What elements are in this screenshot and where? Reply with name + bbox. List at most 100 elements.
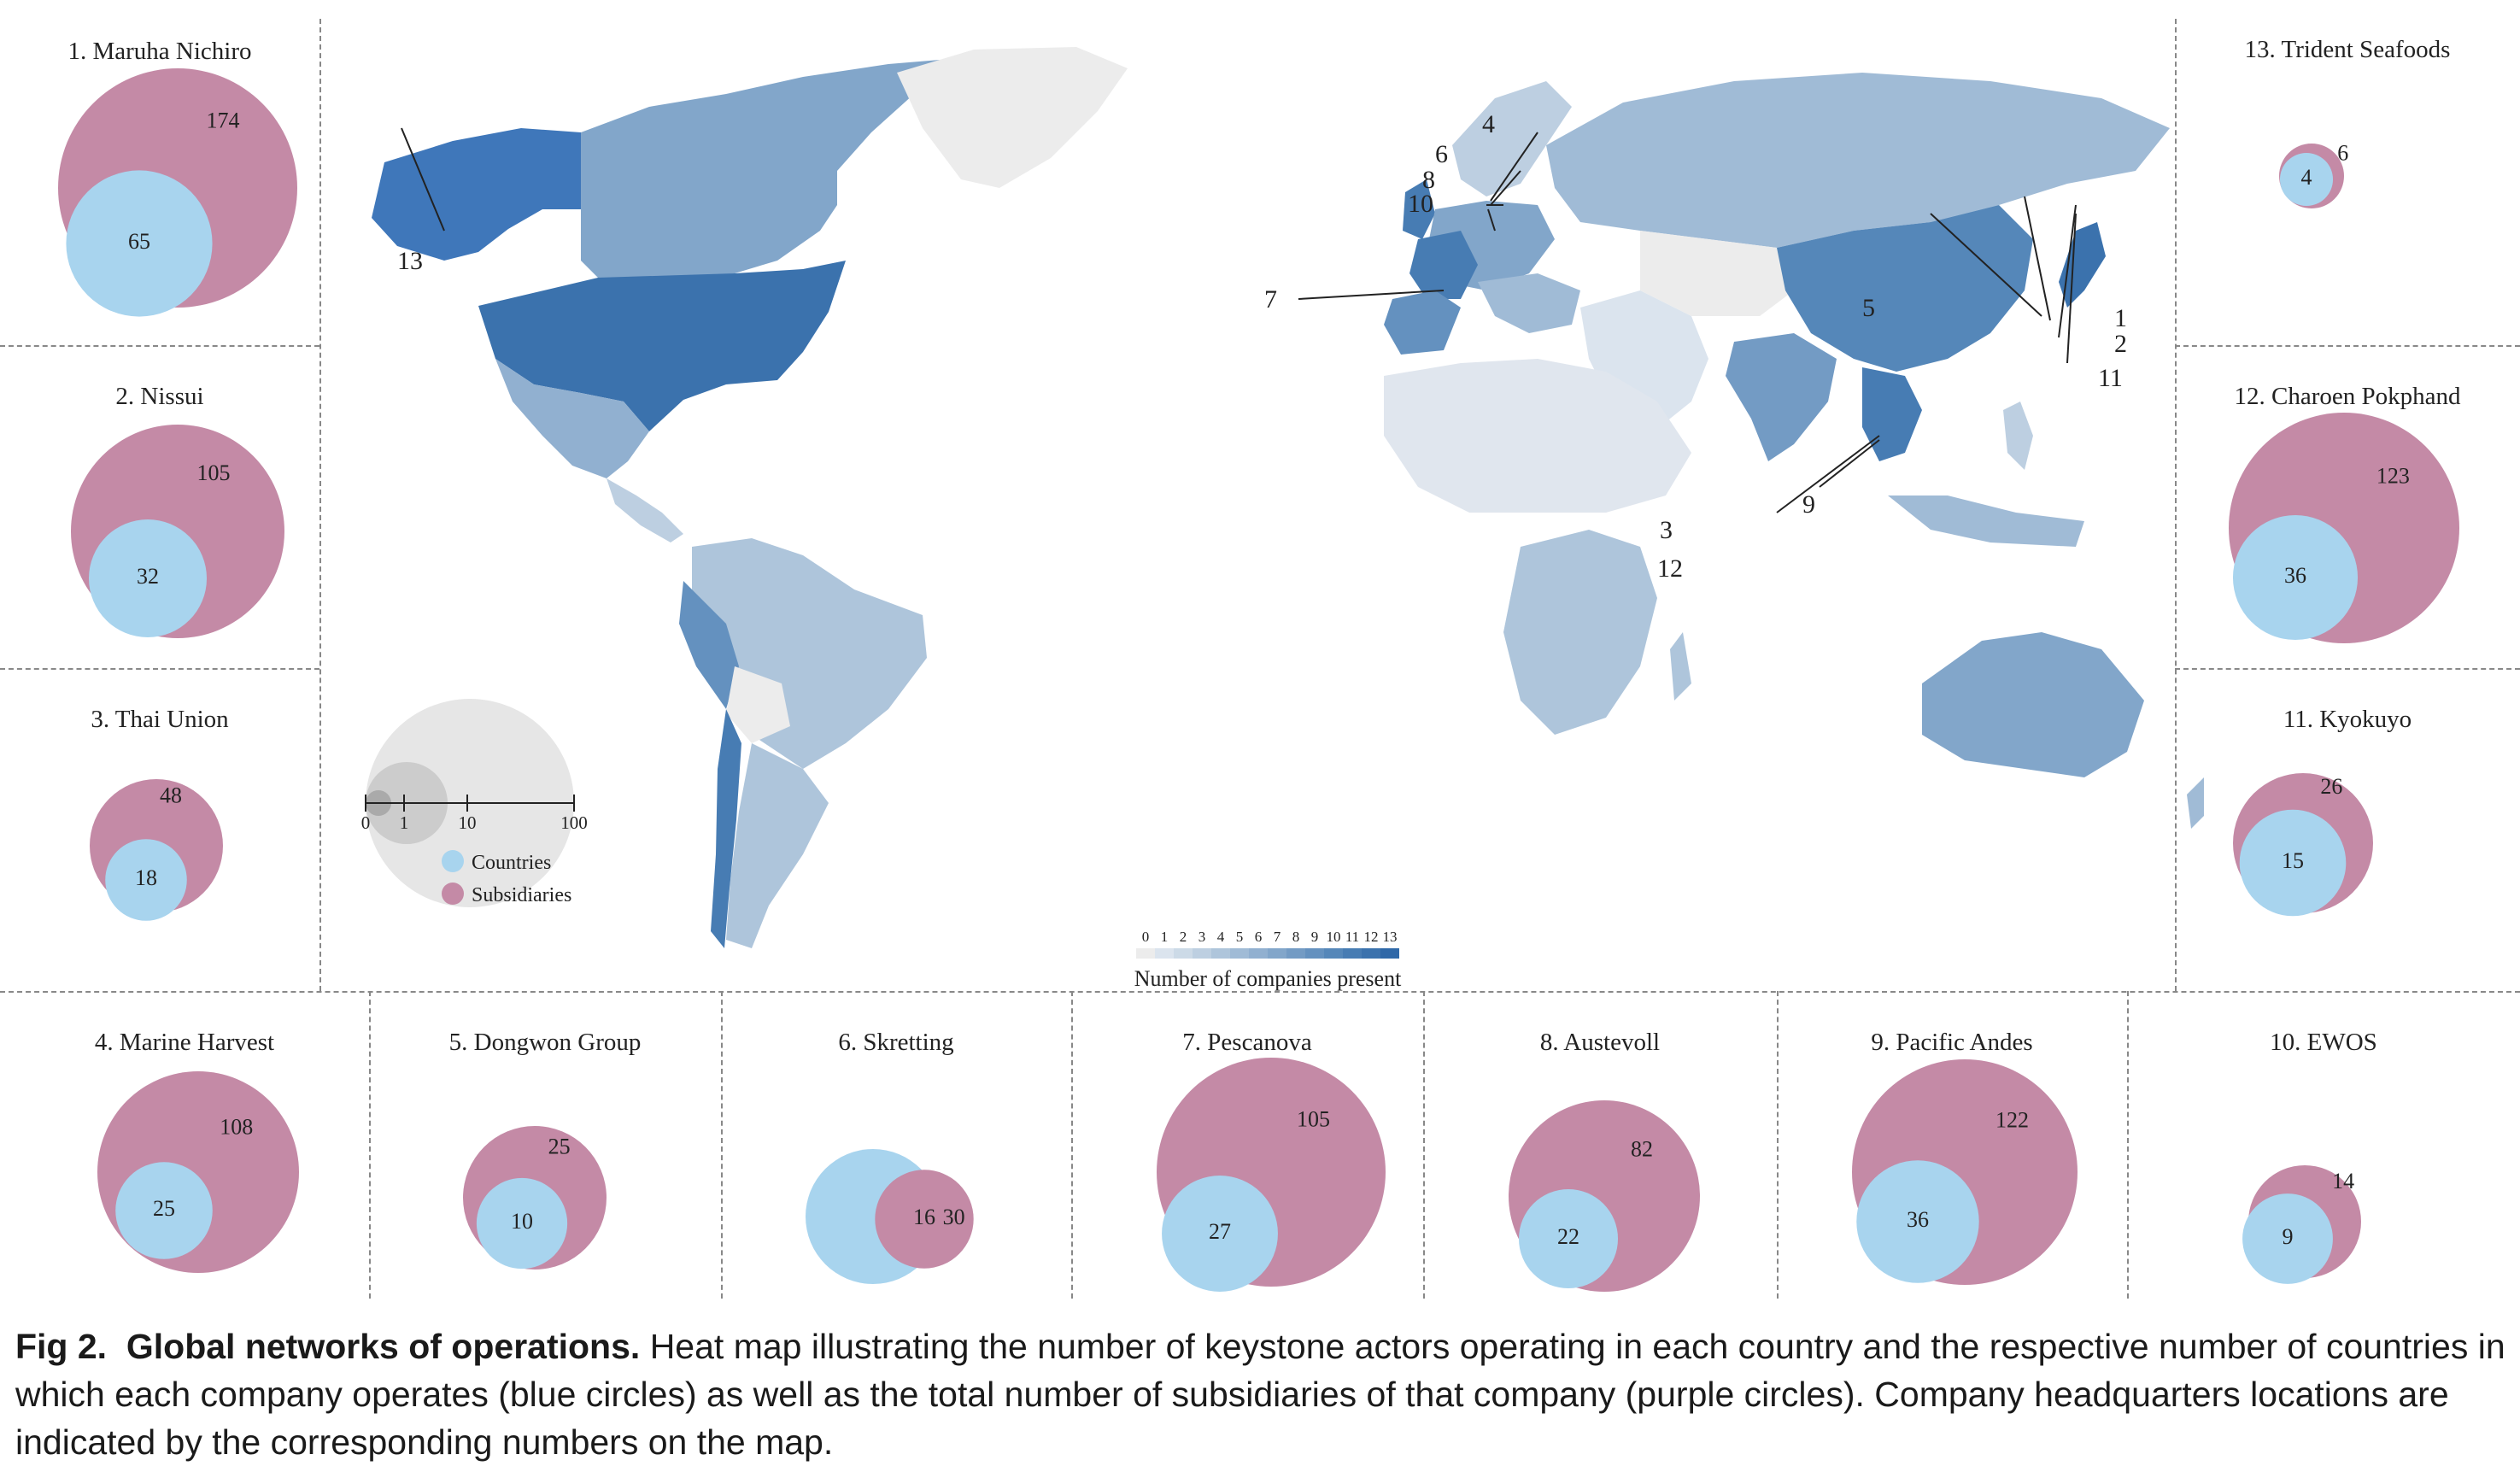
region-usa (478, 261, 846, 431)
hq-label-10: 10 (1408, 190, 1433, 218)
scale-tick-100: 100 (560, 812, 588, 833)
countries-circle (105, 839, 187, 921)
divider-line (0, 991, 2520, 993)
colorbar-swatch (1343, 948, 1362, 959)
company-title: 3. Thai Union (91, 706, 229, 733)
countries-count: 10 (511, 1209, 533, 1234)
divider-line (0, 668, 319, 670)
region-scandinavia (1452, 81, 1572, 196)
colorbar-tick: 1 (1161, 929, 1169, 945)
colorbar-swatch (1249, 948, 1268, 959)
company-title: 5. Dongwon Group (448, 1029, 642, 1056)
legend-subsidiaries-swatch (442, 883, 464, 905)
company-title: 12. Charoen Pokphand (2234, 383, 2461, 410)
countries-circle (1518, 1188, 1619, 1289)
region-australia (1922, 632, 2144, 777)
company-panel-8: 8. Austevoll 22 82 (1423, 991, 1777, 1299)
hq-label-8: 8 (1422, 166, 1435, 194)
company-panel-12: 12. Charoen Pokphand 36 123 (2175, 345, 2520, 668)
countries-circle (66, 170, 213, 317)
countries-circle (88, 519, 208, 638)
countries-count: 36 (1907, 1207, 1929, 1232)
region-chile (711, 709, 741, 948)
divider-line (1071, 991, 1073, 1299)
colorbar-tick: 11 (1345, 929, 1359, 945)
region-greenland (897, 47, 1128, 188)
region-indonesia (1888, 496, 2084, 547)
colorbar-tick: 8 (1292, 929, 1300, 945)
scale-tick-10: 10 (459, 812, 477, 833)
subsidiaries-count: 123 (2376, 464, 2410, 489)
countries-circle (1856, 1160, 1979, 1283)
hq-labels: 1 2 3 4 5 6 7 8 9 10 11 12 13 (397, 110, 2127, 583)
divider-line (319, 19, 321, 991)
venn-diagram: 46 (2279, 140, 2348, 208)
hq-label-5: 5 (1862, 294, 1875, 322)
scale-tick-0: 0 (361, 812, 371, 833)
colorbar-swatch (1174, 948, 1193, 959)
world-map: 1 2 3 4 5 6 7 8 9 10 11 12 13 0 1 10 100… (361, 47, 2204, 991)
countries-count: 32 (137, 564, 159, 589)
region-madagascar (1670, 632, 1691, 701)
region-philippines (2003, 402, 2033, 470)
colorbar-swatch (1193, 948, 1211, 959)
venn-diagram: 10 25 (463, 1126, 607, 1270)
region-bolivia (726, 666, 790, 743)
company-panel-6: 6. Skretting 16 30 (721, 991, 1071, 1299)
colorbar-swatch (1380, 948, 1399, 959)
countries-count: 25 (153, 1196, 175, 1221)
colorbar-tick: 13 (1383, 929, 1398, 945)
company-title: 7. Pescanova (1182, 1029, 1312, 1056)
company-title: 1. Maruha Nichiro (67, 38, 252, 65)
divider-line (2127, 991, 2129, 1299)
venn-diagram: 9 14 (2242, 1165, 2361, 1284)
countries-count: 9 (2283, 1224, 2294, 1249)
company-panel-11: 11. Kyokuyo 15 26 (2175, 668, 2520, 991)
subsidiaries-count: 48 (160, 783, 182, 807)
divider-line (1777, 991, 1779, 1299)
region-central-asia (1640, 231, 1794, 316)
colorbar-swatch (1155, 948, 1174, 959)
company-panel-10: 10. EWOS 9 14 (2127, 991, 2520, 1299)
company-title: 4. Marine Harvest (94, 1029, 275, 1056)
countries-circle (2242, 1193, 2333, 1284)
colorbar-swatch (1305, 948, 1324, 959)
countries-count: 18 (135, 865, 157, 890)
region-canada (581, 60, 940, 278)
hq-leader-lines (401, 127, 2077, 513)
countries-count: 4 (2301, 165, 2312, 190)
caption-title: Global networks of operations. (126, 1327, 641, 1366)
region-peru (679, 581, 739, 709)
legend-countries-swatch (442, 850, 464, 872)
region-india (1726, 333, 1837, 461)
countries-circle (1162, 1176, 1278, 1292)
legend-subsidiaries-label: Subsidiaries (472, 884, 571, 906)
countries-count: 36 (2284, 563, 2306, 588)
company-panel-3: 3. Thai Union 18 48 (0, 668, 319, 991)
countries-circle (476, 1177, 568, 1270)
subsidiaries-count: 105 (1297, 1107, 1330, 1132)
company-panel-5: 5. Dongwon Group 10 25 (369, 991, 721, 1299)
company-panel-9: 9. Pacific Andes 36 122 (1777, 991, 2127, 1299)
divider-line (2175, 668, 2520, 670)
company-title: 6. Skretting (838, 1029, 954, 1056)
hq-label-13: 13 (397, 247, 423, 275)
region-japan (2059, 222, 2106, 308)
region-iberia (1384, 290, 1461, 355)
subsidiaries-count: 16 (913, 1205, 935, 1229)
colorbar-tick: 12 (1364, 929, 1379, 945)
countries-count: 15 (2282, 848, 2304, 873)
venn-diagram: 22 82 (1509, 1100, 1700, 1292)
hq-label-9: 9 (1802, 490, 1815, 519)
company-title: 8. Austevoll (1539, 1029, 1661, 1056)
colorbar-tick: 3 (1198, 929, 1206, 945)
colorbar-title: Number of companies present (1134, 966, 1402, 991)
size-legend: 0 1 10 100 Countries Subsidiaries (361, 699, 588, 907)
divider-line (369, 991, 371, 1299)
subsidiaries-circle (875, 1170, 974, 1269)
company-panel-2: 2. Nissui 32 105 (0, 345, 319, 668)
company-panel-1: 1. Maruha Nichiro 65 174 (0, 0, 319, 345)
divider-line (1423, 991, 1425, 1299)
